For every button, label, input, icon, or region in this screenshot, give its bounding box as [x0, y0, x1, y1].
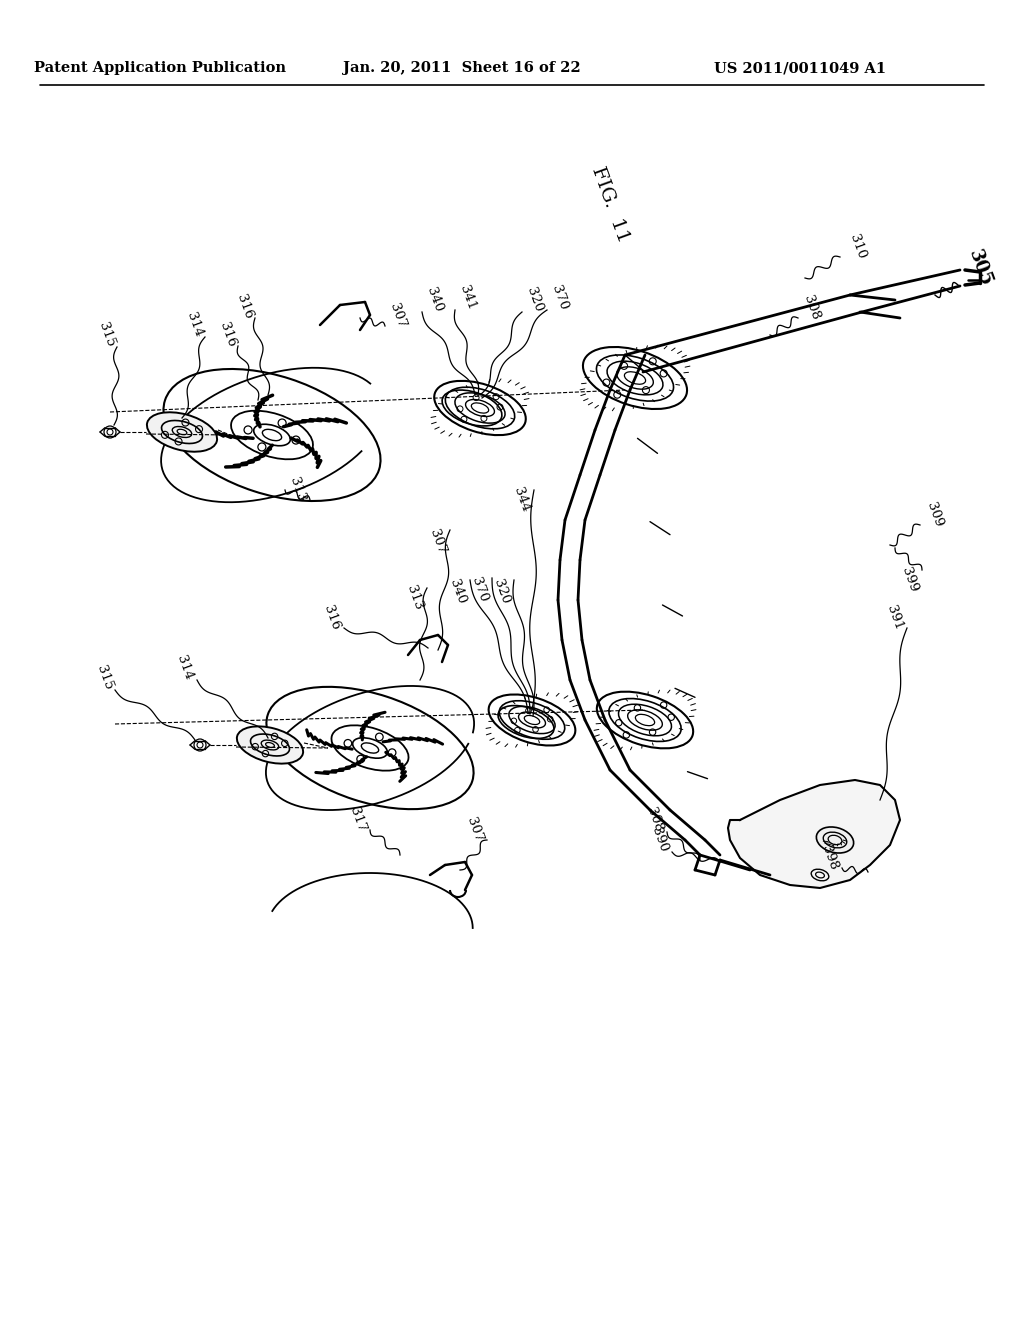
Text: 313: 313 [288, 475, 308, 504]
Text: 308: 308 [644, 807, 666, 834]
Text: 308: 308 [802, 294, 822, 322]
Text: 391: 391 [885, 603, 905, 632]
Text: 307: 307 [428, 528, 449, 556]
Text: 316: 316 [322, 603, 342, 632]
Text: 315: 315 [96, 321, 118, 348]
Text: 340: 340 [447, 578, 468, 606]
Text: 305: 305 [965, 247, 995, 289]
Text: 344: 344 [512, 486, 532, 513]
Text: 320: 320 [492, 578, 512, 606]
Text: 398: 398 [819, 843, 841, 873]
Ellipse shape [816, 826, 854, 853]
Text: 314: 314 [174, 653, 196, 682]
Ellipse shape [146, 412, 217, 451]
Text: 307: 307 [387, 302, 409, 330]
Text: 320: 320 [524, 286, 546, 314]
Text: 310: 310 [848, 232, 868, 261]
Text: Patent Application Publication: Patent Application Publication [34, 61, 286, 75]
Text: US 2011/0011049 A1: US 2011/0011049 A1 [714, 61, 886, 75]
Ellipse shape [237, 726, 303, 764]
Text: 370: 370 [470, 576, 490, 605]
Text: 316: 316 [234, 293, 255, 321]
Text: 313: 313 [404, 583, 425, 612]
Text: 370: 370 [550, 284, 570, 312]
Text: 314: 314 [184, 312, 206, 339]
Text: 399: 399 [899, 566, 921, 594]
Text: FIG.  11: FIG. 11 [588, 165, 632, 246]
Text: 307: 307 [465, 816, 485, 845]
Text: 309: 309 [925, 500, 945, 529]
Text: 340: 340 [425, 286, 445, 314]
Text: 316: 316 [217, 321, 239, 350]
Text: Jan. 20, 2011  Sheet 16 of 22: Jan. 20, 2011 Sheet 16 of 22 [343, 61, 581, 75]
Polygon shape [728, 780, 900, 888]
Text: 315: 315 [94, 664, 116, 692]
Text: 341: 341 [458, 284, 478, 312]
Text: 390: 390 [649, 826, 671, 854]
Text: 317: 317 [347, 805, 369, 834]
